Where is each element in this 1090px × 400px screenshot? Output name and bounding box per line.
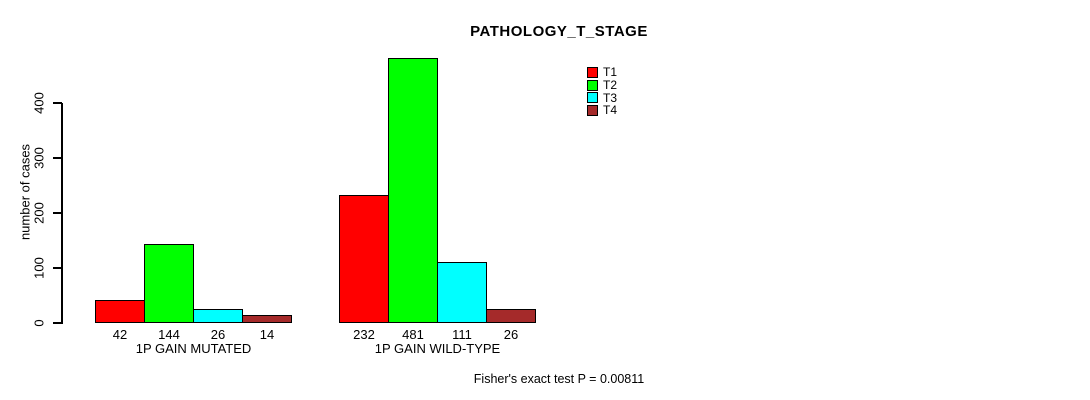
legend-item-T2: T2: [587, 79, 617, 92]
bar-T2-group1: [144, 243, 194, 323]
chart-title: PATHOLOGY_T_STAGE: [470, 23, 648, 40]
legend-item-T3: T3: [587, 91, 617, 104]
bar-value-label: 26: [503, 327, 519, 342]
stat-annotation: Fisher's exact test P = 0.00811: [473, 372, 645, 386]
x-group-label: 1P GAIN MUTATED: [135, 341, 252, 356]
bar-value-label: 232: [353, 327, 375, 342]
legend-item-T4: T4: [587, 104, 617, 117]
bar-T1-group1: [95, 299, 145, 323]
bar-T2-group2: [388, 58, 438, 323]
legend-label: T2: [603, 78, 618, 93]
y-axis-tick-label: 0: [31, 319, 47, 327]
bar-value-label: 42: [112, 327, 128, 342]
legend-swatch-icon: [587, 104, 598, 116]
y-axis-tick-label: 300: [31, 147, 47, 169]
bar-T3-group1: [193, 308, 243, 323]
legend-swatch-icon: [587, 92, 598, 104]
y-axis-tick: [53, 267, 62, 269]
bar-T1-group2: [339, 195, 389, 323]
legend: T1 T2 T3 T4: [587, 66, 617, 117]
x-group-label: 1P GAIN WILD-TYPE: [374, 341, 501, 356]
bar-value-label: 26: [210, 327, 226, 342]
y-axis-tick: [53, 212, 62, 214]
bar-value-label: 14: [259, 327, 275, 342]
y-axis-tick-label: 400: [31, 92, 47, 114]
y-axis-label: number of cases: [17, 143, 33, 241]
legend-swatch-icon: [587, 79, 598, 91]
legend-item-T1: T1: [587, 66, 617, 79]
legend-label: T4: [603, 103, 618, 118]
bar-value-label: 111: [452, 327, 472, 342]
y-axis-tick: [53, 102, 62, 104]
y-axis-tick: [53, 322, 62, 324]
bar-value-label: 481: [402, 327, 424, 342]
bar-T3-group2: [437, 261, 487, 323]
bar-T4-group1: [242, 315, 292, 323]
y-axis-tick-label: 200: [31, 202, 47, 224]
legend-label: T3: [603, 90, 618, 105]
y-axis-tick-label: 100: [31, 257, 47, 279]
bar-T4-group2: [486, 308, 536, 323]
bar-value-label: 144: [158, 327, 180, 342]
y-axis-tick: [53, 157, 62, 159]
legend-label: T1: [603, 65, 618, 80]
legend-swatch-icon: [587, 66, 598, 78]
